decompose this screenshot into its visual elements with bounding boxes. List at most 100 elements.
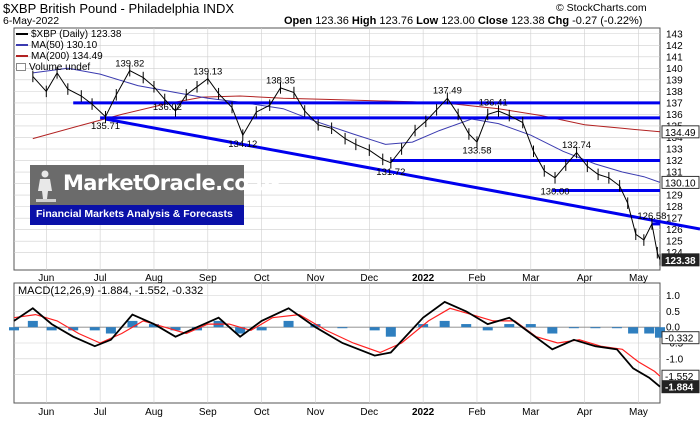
macd-y-tick-label: 0.0 bbox=[666, 323, 680, 334]
legend-ma200: MA(200) 134.49 bbox=[16, 51, 103, 62]
legend-label: MA(200) 134.49 bbox=[31, 51, 103, 62]
chart-date: 6-May-2022 bbox=[3, 15, 60, 27]
macd-histogram-bar bbox=[170, 327, 181, 331]
price-annotation: 126.58 bbox=[637, 211, 666, 222]
price-annotation: 134.12 bbox=[228, 139, 257, 150]
price-value-tag-box bbox=[661, 175, 700, 189]
high-value: 123.76 bbox=[379, 15, 414, 27]
marketoracle-watermark: MarketOracle.co.uk Financial Markets Ana… bbox=[30, 165, 284, 225]
legend-volume: Volume undef bbox=[16, 62, 90, 73]
price-annotation: 131.72 bbox=[376, 167, 405, 178]
price-x-tick-label: Dec bbox=[360, 273, 378, 284]
macd-x-tick-label: Oct bbox=[254, 407, 270, 418]
watermark-tagline-bar: Financial Markets Analysis & Forecasts bbox=[30, 205, 244, 225]
macd-histogram-bar bbox=[439, 320, 450, 328]
macd-histogram-bar bbox=[461, 324, 472, 328]
price-x-tick-label: Jul bbox=[94, 273, 107, 284]
price-annotation: 130.00 bbox=[540, 187, 569, 198]
price-x-tick-label: Feb bbox=[468, 273, 486, 284]
price-annotation: 137.49 bbox=[433, 85, 462, 96]
macd-y-tick-label: 0.5 bbox=[666, 307, 680, 318]
ma200-line bbox=[32, 95, 661, 140]
price-value-tag-box bbox=[661, 125, 700, 139]
legend-swatch bbox=[16, 63, 26, 72]
price-y-tick-label: 132 bbox=[666, 156, 683, 167]
macd-x-tick-label: Dec bbox=[360, 407, 378, 418]
macd-histogram-bar bbox=[337, 327, 348, 329]
macd-histogram-bar bbox=[46, 327, 57, 331]
macd-histogram-bar bbox=[256, 327, 267, 331]
legend-swatch bbox=[16, 33, 28, 36]
macd-histogram-bar bbox=[628, 327, 639, 334]
legend-swatch bbox=[16, 44, 28, 47]
close-value: 123.38 bbox=[510, 15, 545, 27]
price-line bbox=[32, 69, 661, 261]
macd-x-tick-label: Apr bbox=[577, 407, 593, 418]
price-x-tick-label: Oct bbox=[254, 273, 270, 284]
macd-signal-line bbox=[13, 307, 661, 377]
macd-histogram-bar bbox=[235, 327, 246, 334]
macd-value-tag: -0.332 bbox=[665, 334, 694, 345]
price-y-tick-label: 138 bbox=[666, 87, 683, 98]
macd-value-tag-box bbox=[661, 380, 700, 394]
price-x-tick-label: Aug bbox=[145, 273, 163, 284]
macd-histogram-bar bbox=[655, 327, 665, 338]
price-y-tick-label: 131 bbox=[666, 168, 683, 179]
price-y-tick-label: 128 bbox=[666, 202, 683, 213]
open-label: Open bbox=[284, 15, 313, 27]
stockcharts-brand: © StockCharts.com bbox=[556, 2, 647, 14]
macd-histogram-bar bbox=[644, 327, 655, 334]
macd-y-tick-label: -1.0 bbox=[666, 354, 684, 365]
macd-histogram-bar bbox=[504, 324, 515, 328]
price-y-tick-label: 134 bbox=[666, 133, 683, 144]
macd-histogram-bar bbox=[369, 327, 380, 331]
price-x-tick-label: Nov bbox=[307, 273, 325, 284]
legend-label: $XBP (Daily) 123.38 bbox=[31, 29, 122, 40]
macd-histogram-bar bbox=[148, 324, 159, 328]
price-y-tick-label: 133 bbox=[666, 145, 683, 156]
legend-price: $XBP (Daily) 123.38 bbox=[16, 29, 121, 40]
open-value: 123.36 bbox=[315, 15, 349, 27]
price-x-tick-label: Jun bbox=[38, 273, 54, 284]
macd-histogram-bar bbox=[611, 327, 622, 329]
legend-label: MA(50) 130.10 bbox=[31, 40, 98, 51]
macd-histogram-bar bbox=[105, 327, 116, 334]
watermark-tagline: Financial Markets Analysis & Forecasts bbox=[36, 208, 233, 220]
macd-histogram-bar bbox=[547, 327, 558, 334]
price-x-tick-label: May bbox=[629, 273, 648, 284]
macd-x-tick-label: Jul bbox=[94, 407, 107, 418]
price-y-tick-label: 125 bbox=[666, 237, 683, 248]
macd-x-tick-label: Sep bbox=[199, 407, 217, 418]
price-y-tick-label: 136 bbox=[666, 110, 683, 121]
macd-histogram-bar bbox=[27, 320, 38, 328]
price-y-tick-label: 141 bbox=[666, 52, 683, 63]
low-label: Low bbox=[416, 15, 439, 27]
macd-y-tick-label: 1.0 bbox=[666, 291, 680, 302]
price-y-tick-label: 127 bbox=[666, 214, 683, 225]
macd-histogram-bar bbox=[525, 324, 536, 328]
low-value: 123.00 bbox=[441, 15, 475, 27]
legend-label: Volume undef bbox=[29, 62, 91, 73]
chg-value: -0.27 (-0.22%) bbox=[572, 15, 643, 27]
macd-x-tick-label: 2022 bbox=[412, 407, 435, 418]
macd-line bbox=[13, 300, 661, 388]
price-annotation: 133.58 bbox=[462, 145, 491, 156]
macd-histogram-bar bbox=[310, 324, 321, 328]
price-y-tick-label: 129 bbox=[666, 191, 683, 202]
price-annotation: 136.02 bbox=[153, 102, 182, 113]
high-label: High bbox=[351, 15, 377, 27]
macd-value-tag: -1.552 bbox=[665, 372, 694, 383]
price-annotation: 136.41 bbox=[479, 98, 508, 109]
price-annotation: 132.74 bbox=[562, 140, 591, 151]
price-value-tag: 130.10 bbox=[665, 178, 696, 189]
price-y-tick-label: 139 bbox=[666, 75, 683, 86]
macd-histogram-bar bbox=[590, 327, 601, 329]
trendline bbox=[105, 117, 700, 231]
macd-histogram-bar bbox=[283, 320, 294, 328]
macd-label: MACD(12,26,9) -1.884, -1.552, -0.332 bbox=[18, 285, 204, 297]
chg-label: Chg bbox=[547, 15, 570, 27]
macd-value-tag-box bbox=[661, 331, 700, 345]
legend-swatch bbox=[16, 55, 28, 58]
price-y-tick-label: 140 bbox=[666, 64, 683, 75]
